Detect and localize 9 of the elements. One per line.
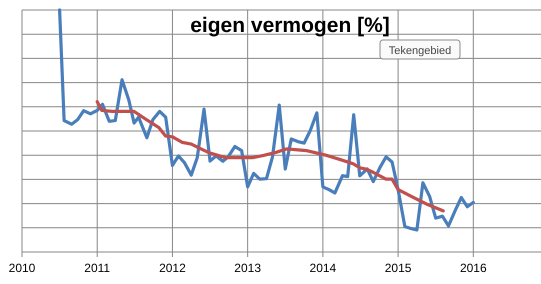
x-tick-label: 2011 [84,261,110,275]
x-tick-label: 2015 [384,261,412,275]
x-tick-label: 2010 [8,261,36,275]
x-tick-label: 2016 [460,261,487,275]
chart-title: eigen vermogen [%] [190,14,390,37]
annotation: Tekengebied [388,45,452,57]
x-tick-label: 2014 [310,261,337,275]
x-tick-label: 2012 [159,261,186,275]
x-tick-label: 2013 [234,261,262,275]
